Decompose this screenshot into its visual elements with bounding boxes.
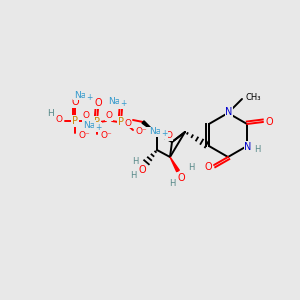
Text: O: O [56, 116, 62, 124]
Text: O: O [177, 173, 185, 183]
Text: H: H [130, 172, 136, 181]
Text: O: O [71, 97, 79, 107]
Text: O: O [118, 98, 126, 108]
Text: H: H [48, 109, 54, 118]
Polygon shape [142, 121, 157, 134]
Polygon shape [170, 157, 179, 172]
Text: +: + [95, 122, 101, 131]
Text: O: O [82, 112, 89, 121]
Text: O: O [204, 162, 212, 172]
Text: Na: Na [74, 91, 86, 100]
Text: O: O [166, 131, 172, 140]
Text: Na: Na [149, 128, 161, 136]
Text: Na: Na [83, 121, 95, 130]
Text: N: N [225, 107, 233, 117]
Text: N: N [244, 142, 252, 152]
Text: +: + [86, 92, 92, 101]
Text: O: O [94, 98, 102, 108]
Text: H: H [169, 179, 175, 188]
Text: O: O [106, 112, 112, 121]
Text: O⁻: O⁻ [78, 130, 90, 140]
Text: O: O [265, 117, 273, 127]
Text: P: P [94, 117, 100, 127]
Text: H: H [254, 146, 260, 154]
Text: O: O [124, 118, 131, 127]
Text: O⁻: O⁻ [135, 128, 147, 136]
Text: Na: Na [108, 97, 120, 106]
Text: H: H [132, 158, 138, 166]
Text: CH₃: CH₃ [245, 94, 260, 103]
Text: O: O [138, 165, 146, 175]
Text: +: + [161, 130, 167, 139]
Text: P: P [118, 117, 124, 127]
Text: +: + [120, 98, 126, 107]
Text: P: P [72, 116, 78, 126]
Text: H: H [188, 164, 194, 172]
Text: O⁻: O⁻ [100, 131, 112, 140]
